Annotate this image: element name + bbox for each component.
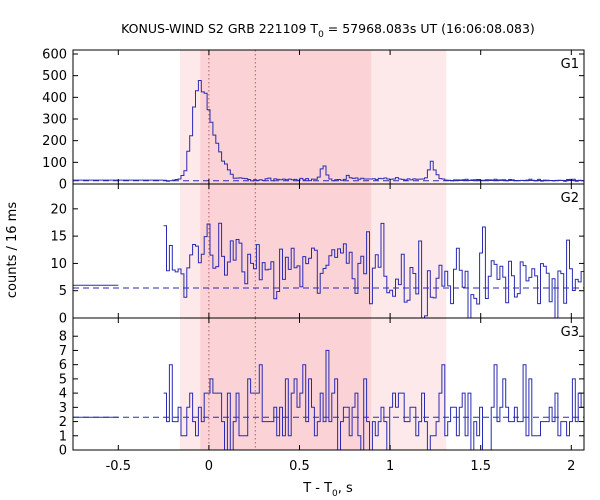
plot-layer: 0100200300400500600G105101520G2012345678… [42,48,585,474]
x-tick-label: 0.5 [289,459,310,474]
y-tick-label: 0 [59,444,67,459]
x-tick-label: 1.5 [470,459,491,474]
x-axis-label: T - T0, s [302,481,353,499]
title-suffix: = 57968.083s UT (16:06:08.083) [324,21,535,36]
y-tick-label: 600 [42,48,67,63]
x-tick-label: 2 [567,459,575,474]
title-sub: 0 [318,30,324,40]
panel-label-g1: G1 [561,57,579,72]
y-tick-label: 8 [59,330,67,345]
y-tick-label: 0 [59,312,67,327]
xlabel-suffix: , s [338,481,353,496]
y-tick-label: 200 [42,134,67,149]
y-tick-label: 500 [42,69,67,84]
xlabel-prefix: T - T [302,481,332,496]
x-tick-label: 1 [386,459,394,474]
y-tick-label: 2 [59,415,67,430]
y-axis-label: counts / 16 ms [5,202,20,298]
title-prefix: KONUS-WIND S2 GRB 221109 T [121,21,318,36]
series-g3 [73,349,584,451]
y-tick-label: 6 [59,358,67,373]
y-tick-label: 1 [59,429,67,444]
y-tick-label: 300 [42,113,67,128]
y-tick-label: 7 [59,344,67,359]
y-tick-label: 400 [42,91,67,106]
shaded-interval-inner [200,50,372,184]
y-tick-label: 100 [42,156,67,171]
y-tick-label: 20 [50,202,67,217]
panel-frame-g3 [72,317,585,451]
y-tick-label: 10 [50,257,67,272]
series-g2 [73,222,584,319]
y-tick-label: 0 [59,178,67,193]
y-tick-label: 5 [59,372,67,387]
y-tick-label: 3 [59,401,67,416]
chart-title: KONUS-WIND S2 GRB 221109 T0 = 57968.083s… [121,21,535,40]
y-tick-label: 15 [50,230,67,245]
panel-label-g2: G2 [561,191,579,206]
x-tick-label: 0 [205,459,213,474]
xlabel-sub: 0 [332,489,338,499]
y-tick-label: 4 [59,387,67,402]
x-tick-label: -0.5 [106,459,131,474]
y-tick-label: 5 [59,284,67,299]
shaded-interval-inner [200,184,372,318]
panel-label-g3: G3 [561,325,579,340]
